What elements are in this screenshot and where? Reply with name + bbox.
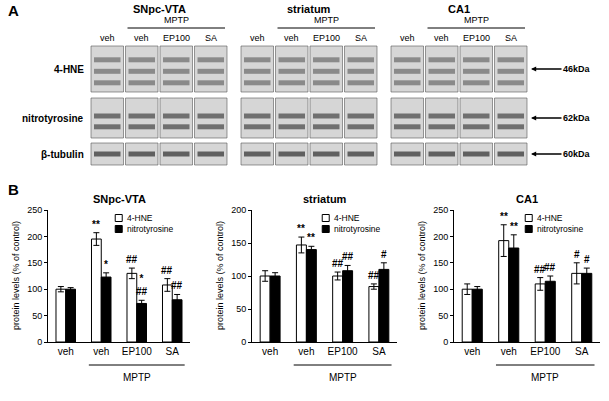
svg-text:##: ##: [332, 258, 344, 269]
svg-text:200: 200: [433, 232, 448, 242]
svg-text:MPTP: MPTP: [464, 15, 489, 25]
svg-text:nitrotyrosine: nitrotyrosine: [22, 113, 84, 124]
svg-text:EP100: EP100: [313, 33, 340, 43]
svg-text:veh: veh: [434, 33, 449, 43]
svg-text:MPTP: MPTP: [123, 372, 151, 383]
svg-text:#: #: [584, 254, 590, 265]
svg-text:protein levels (% of control): protein levels (% of control): [11, 221, 21, 330]
svg-text:4-HNE: 4-HNE: [127, 213, 153, 223]
svg-text:protein levels (% of control): protein levels (% of control): [417, 221, 427, 330]
svg-text:250: 250: [27, 205, 42, 215]
svg-text:veh: veh: [134, 33, 149, 43]
svg-text:**: **: [92, 219, 100, 230]
svg-text:60kDa: 60kDa: [563, 149, 591, 159]
svg-text:##: ##: [161, 265, 173, 276]
svg-text:100: 100: [27, 284, 42, 294]
svg-text:50: 50: [438, 311, 448, 321]
svg-text:62kDa: 62kDa: [563, 113, 591, 123]
svg-text:50: 50: [32, 311, 42, 321]
svg-text:MPTP: MPTP: [314, 15, 339, 25]
svg-text:MPTP: MPTP: [329, 372, 357, 383]
svg-text:*##: *##: [136, 273, 148, 297]
svg-text:striatum: striatum: [287, 3, 331, 15]
svg-text:EP100: EP100: [328, 346, 358, 357]
svg-text:β-tubulin: β-tubulin: [41, 149, 84, 160]
svg-text:veh: veh: [400, 33, 415, 43]
svg-text:##: ##: [171, 280, 183, 291]
svg-text:EP100: EP100: [122, 346, 152, 357]
svg-text:MPTP: MPTP: [531, 372, 559, 383]
svg-text:**: **: [307, 232, 315, 243]
svg-text:##: ##: [126, 254, 138, 265]
svg-text:veh: veh: [250, 33, 265, 43]
svg-text:150: 150: [231, 238, 246, 248]
svg-text:veh: veh: [464, 346, 480, 357]
svg-text:SNpc-VTA: SNpc-VTA: [93, 193, 146, 205]
svg-text:##: ##: [342, 251, 354, 262]
svg-text:nitrotyrosine: nitrotyrosine: [334, 224, 381, 234]
svg-text:nitrotyrosine: nitrotyrosine: [537, 224, 584, 234]
svg-text:100: 100: [433, 284, 448, 294]
svg-text:veh: veh: [501, 346, 517, 357]
svg-text:100: 100: [231, 271, 246, 281]
svg-text:150: 150: [27, 258, 42, 268]
svg-text:0: 0: [37, 337, 42, 347]
svg-text:46kDa: 46kDa: [563, 64, 591, 74]
svg-text:*: *: [104, 259, 108, 270]
svg-text:0: 0: [241, 337, 246, 347]
svg-text:#: #: [574, 249, 580, 260]
svg-text:CA1: CA1: [516, 193, 538, 205]
svg-text:EP100: EP100: [163, 33, 190, 43]
svg-text:veh: veh: [100, 33, 115, 43]
svg-text:0: 0: [443, 337, 448, 347]
svg-text:striatum: striatum: [303, 193, 347, 205]
svg-text:**: **: [297, 223, 305, 234]
svg-text:SA: SA: [575, 346, 589, 357]
svg-text:**: **: [500, 211, 508, 222]
svg-text:4-HNE: 4-HNE: [54, 64, 84, 75]
svg-text:SA: SA: [166, 346, 180, 357]
svg-text:SA: SA: [205, 33, 217, 43]
svg-text:250: 250: [433, 205, 448, 215]
svg-text:EP100: EP100: [530, 346, 560, 357]
svg-text:##: ##: [368, 270, 380, 281]
svg-text:##: ##: [544, 262, 556, 273]
svg-text:veh: veh: [93, 346, 109, 357]
svg-text:#: #: [381, 249, 387, 260]
svg-text:##: ##: [534, 264, 546, 275]
svg-text:**: **: [510, 221, 518, 232]
svg-text:CA1: CA1: [448, 3, 470, 15]
svg-text:150: 150: [433, 258, 448, 268]
svg-text:veh: veh: [58, 346, 74, 357]
svg-text:MPTP: MPTP: [164, 15, 189, 25]
svg-text:4-HNE: 4-HNE: [537, 213, 563, 223]
svg-text:SNpc-VTA: SNpc-VTA: [133, 3, 186, 15]
svg-text:SA: SA: [355, 33, 367, 43]
svg-text:B: B: [8, 181, 19, 198]
svg-text:veh: veh: [298, 346, 314, 357]
svg-text:50: 50: [236, 304, 246, 314]
svg-text:A: A: [8, 2, 19, 19]
svg-text:EP100: EP100: [463, 33, 490, 43]
svg-text:nitrotyrosine: nitrotyrosine: [127, 224, 174, 234]
svg-text:protein levels (% of control): protein levels (% of control): [215, 221, 225, 330]
svg-text:SA: SA: [372, 346, 386, 357]
svg-text:200: 200: [231, 205, 246, 215]
svg-text:200: 200: [27, 232, 42, 242]
svg-text:4-HNE: 4-HNE: [334, 213, 360, 223]
svg-text:veh: veh: [284, 33, 299, 43]
svg-text:SA: SA: [505, 33, 517, 43]
svg-text:veh: veh: [262, 346, 278, 357]
